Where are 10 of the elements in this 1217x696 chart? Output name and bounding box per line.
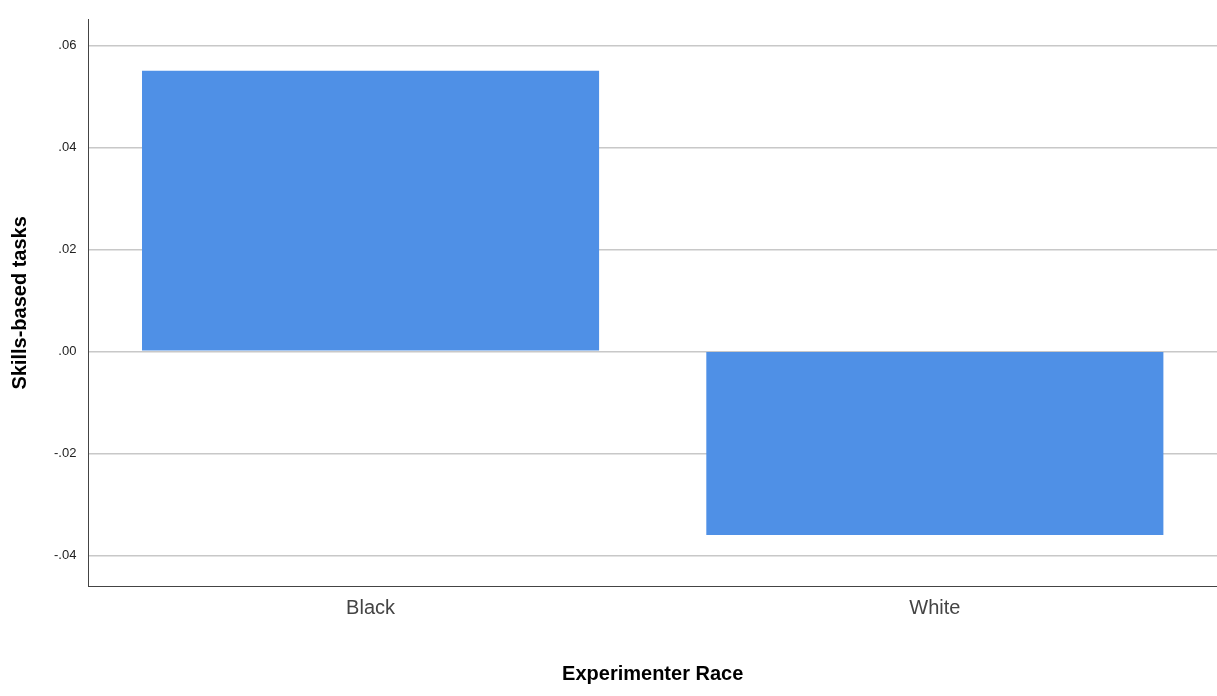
y-tick-label: .04 [58, 138, 77, 154]
x-tick-label: White [909, 595, 961, 618]
y-tick-label: -.02 [53, 444, 77, 460]
y-tick-label: .02 [58, 240, 77, 256]
x-tick-label: Black [346, 595, 396, 618]
y-tick-label: .00 [58, 342, 77, 358]
y-tick-label: .06 [58, 36, 77, 52]
x-axis-title: Experimenter Race [562, 661, 744, 684]
y-axis-title: Skills-based tasks [7, 216, 30, 390]
y-tick-label: -.04 [53, 546, 77, 562]
